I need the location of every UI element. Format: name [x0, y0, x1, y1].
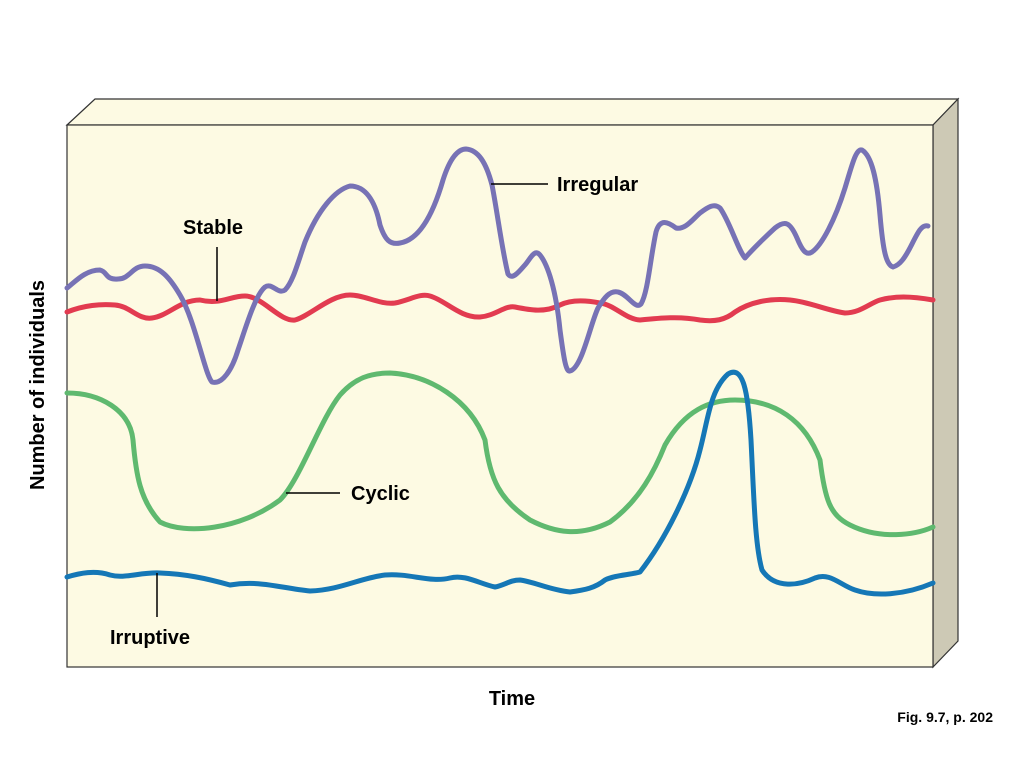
irruptive-label: Irruptive	[110, 627, 190, 649]
panel-box	[65, 97, 960, 669]
panel-top-face	[65, 98, 960, 126]
cyclic-curve	[64, 370, 936, 538]
stable-label: Stable	[183, 217, 243, 239]
panel-side-face	[932, 97, 959, 669]
irregular-label: Irregular	[557, 174, 638, 196]
figure-caption: Fig. 9.7, p. 202	[897, 709, 993, 725]
stable-curve	[64, 292, 936, 324]
irregular-curve	[64, 146, 931, 385]
x-axis-label: Time	[489, 688, 535, 710]
panel-front-face	[66, 124, 934, 668]
cyclic-label: Cyclic	[351, 483, 410, 505]
y-axis-label: Number of individuals	[27, 280, 49, 490]
irruptive-curve	[64, 369, 936, 597]
